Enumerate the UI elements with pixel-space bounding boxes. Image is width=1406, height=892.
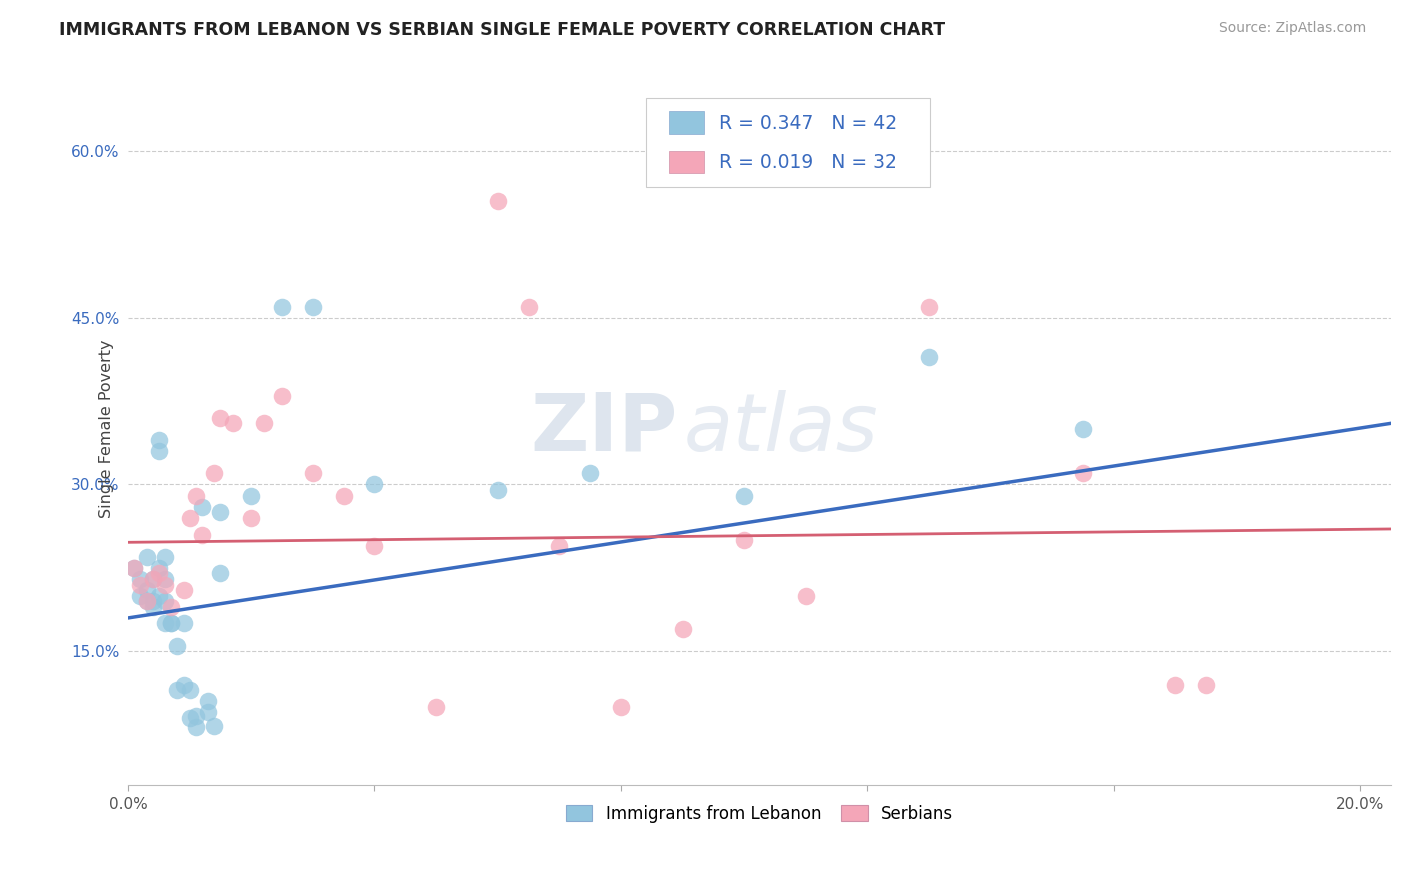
Point bbox=[222, 417, 245, 431]
Point bbox=[240, 489, 263, 503]
Point bbox=[160, 599, 183, 614]
Point bbox=[184, 489, 207, 503]
Point bbox=[733, 533, 755, 547]
Point bbox=[363, 539, 385, 553]
Point bbox=[548, 539, 571, 553]
Point bbox=[302, 467, 325, 481]
Point bbox=[160, 616, 183, 631]
FancyBboxPatch shape bbox=[645, 98, 929, 186]
Point bbox=[202, 719, 225, 733]
Point bbox=[197, 706, 219, 720]
Point bbox=[240, 511, 263, 525]
Point bbox=[129, 589, 152, 603]
Point bbox=[142, 599, 165, 614]
Text: ZIP: ZIP bbox=[530, 390, 678, 468]
Point bbox=[166, 639, 188, 653]
Point bbox=[332, 489, 354, 503]
Point bbox=[173, 678, 195, 692]
Point bbox=[733, 489, 755, 503]
Point bbox=[135, 549, 157, 564]
Point bbox=[153, 572, 176, 586]
Text: IMMIGRANTS FROM LEBANON VS SERBIAN SINGLE FEMALE POVERTY CORRELATION CHART: IMMIGRANTS FROM LEBANON VS SERBIAN SINGL… bbox=[59, 21, 945, 38]
Point bbox=[166, 683, 188, 698]
Point bbox=[1164, 678, 1187, 692]
Point bbox=[173, 616, 195, 631]
Point bbox=[184, 708, 207, 723]
Legend: Immigrants from Lebanon, Serbians: Immigrants from Lebanon, Serbians bbox=[560, 798, 960, 830]
Point bbox=[142, 572, 165, 586]
Point bbox=[179, 711, 201, 725]
Y-axis label: Single Female Poverty: Single Female Poverty bbox=[100, 340, 114, 518]
Point bbox=[135, 594, 157, 608]
Point bbox=[135, 594, 157, 608]
Point bbox=[671, 622, 693, 636]
Text: atlas: atlas bbox=[683, 390, 879, 468]
Bar bbox=[669, 112, 704, 134]
Point bbox=[148, 433, 170, 447]
Point bbox=[579, 467, 602, 481]
Point bbox=[209, 410, 232, 425]
Point bbox=[191, 500, 214, 514]
Point bbox=[122, 561, 145, 575]
Point bbox=[1071, 467, 1094, 481]
Point bbox=[425, 699, 447, 714]
Point bbox=[271, 388, 294, 402]
Point bbox=[148, 589, 170, 603]
Point bbox=[271, 300, 294, 314]
Point bbox=[209, 505, 232, 519]
Point bbox=[148, 566, 170, 581]
Point bbox=[191, 527, 214, 541]
Point bbox=[153, 616, 176, 631]
Point bbox=[202, 467, 225, 481]
Point bbox=[517, 300, 540, 314]
Point bbox=[148, 444, 170, 458]
Point bbox=[160, 616, 183, 631]
Point bbox=[610, 699, 633, 714]
Point bbox=[153, 594, 176, 608]
Point bbox=[1071, 422, 1094, 436]
Point bbox=[794, 589, 817, 603]
Point bbox=[209, 566, 232, 581]
Point bbox=[184, 720, 207, 734]
Point bbox=[129, 572, 152, 586]
Bar bbox=[669, 151, 704, 173]
Point bbox=[302, 300, 325, 314]
Point bbox=[129, 577, 152, 591]
Point bbox=[197, 694, 219, 708]
Point bbox=[252, 417, 274, 431]
Point bbox=[179, 511, 201, 525]
Point bbox=[173, 583, 195, 598]
Point bbox=[486, 483, 509, 497]
Point bbox=[122, 561, 145, 575]
Point bbox=[135, 583, 157, 598]
Point bbox=[148, 561, 170, 575]
Point bbox=[363, 477, 385, 491]
Text: R = 0.347   N = 42: R = 0.347 N = 42 bbox=[718, 113, 897, 133]
Point bbox=[153, 549, 176, 564]
Point bbox=[179, 683, 201, 698]
Point bbox=[918, 350, 941, 364]
Text: Source: ZipAtlas.com: Source: ZipAtlas.com bbox=[1219, 21, 1367, 35]
Point bbox=[142, 594, 165, 608]
Point bbox=[486, 194, 509, 208]
Text: R = 0.019   N = 32: R = 0.019 N = 32 bbox=[718, 153, 897, 172]
Point bbox=[918, 300, 941, 314]
Point bbox=[153, 577, 176, 591]
Point bbox=[1195, 678, 1218, 692]
Point bbox=[142, 572, 165, 586]
